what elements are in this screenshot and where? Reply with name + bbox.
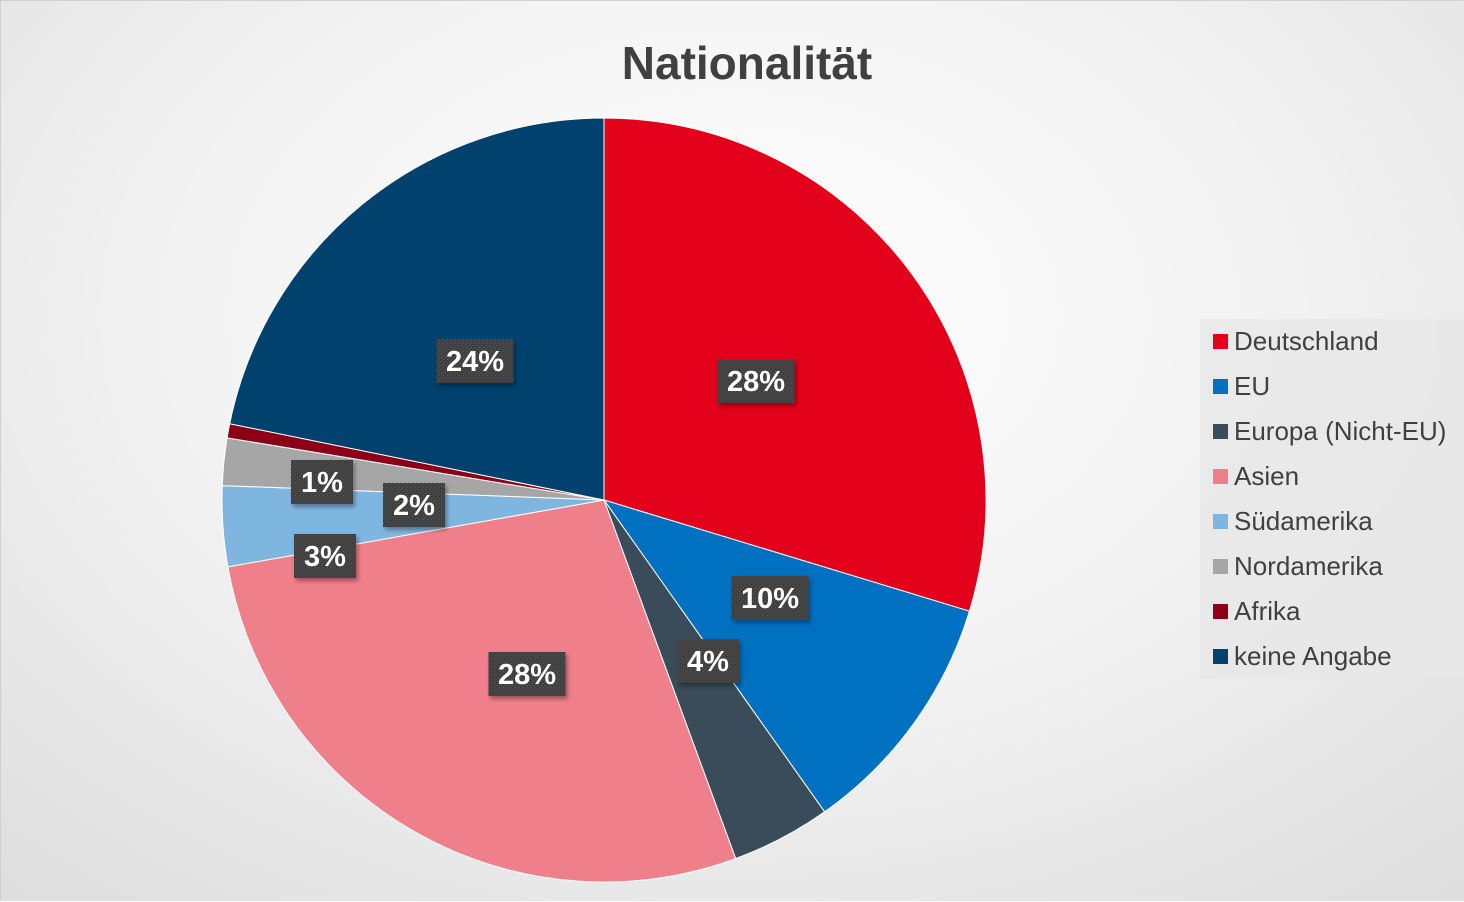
data-label-afrika: 1% xyxy=(291,460,353,504)
data-label-deutschland: 28% xyxy=(717,359,795,403)
legend-swatch xyxy=(1213,469,1228,484)
legend-swatch xyxy=(1213,559,1228,574)
data-label-keine-angabe: 24% xyxy=(436,339,514,383)
legend-label: Europa (Nicht-EU) xyxy=(1234,416,1446,446)
chart-title: Nationalität xyxy=(622,37,872,89)
data-label-asien: 28% xyxy=(488,652,566,696)
legend-item-eu: EU xyxy=(1213,371,1270,401)
data-label-text: 24% xyxy=(446,346,504,378)
data-label-box xyxy=(294,534,356,578)
legend-swatch xyxy=(1213,379,1228,394)
legend-item-europa-nicht-eu: Europa (Nicht-EU) xyxy=(1213,416,1446,446)
data-label-box xyxy=(291,460,353,504)
legend-label: Nordamerika xyxy=(1234,551,1383,581)
legend-item-nordamerika: Nordamerika xyxy=(1213,551,1383,581)
data-label-text: 3% xyxy=(304,541,346,573)
legend-label: EU xyxy=(1234,371,1270,401)
legend-swatch xyxy=(1213,514,1228,529)
pie-data-labels: 28% 10% 4% 28% 3% 2% 1% 24% xyxy=(291,339,809,696)
pie-slice-asien xyxy=(227,499,737,883)
legend-label: keine Angabe xyxy=(1234,641,1392,671)
data-label-südamerika: 3% xyxy=(294,534,356,578)
data-label-europa-nicht-eu: 4% xyxy=(677,639,739,683)
legend-swatch xyxy=(1213,334,1228,349)
legend: Deutschland EU Europa (Nicht-EU) Asien Südam… xyxy=(1200,319,1464,679)
data-label-box xyxy=(383,483,445,527)
legend-item-afrika: Afrika xyxy=(1213,596,1301,626)
data-label-eu: 10% xyxy=(731,576,809,620)
data-label-text: 2% xyxy=(393,490,435,522)
legend-label: Afrika xyxy=(1234,596,1301,626)
data-label-text: 4% xyxy=(687,646,729,678)
legend-label: Südamerika xyxy=(1234,506,1373,536)
legend-swatch xyxy=(1213,604,1228,619)
pie-slice-eu xyxy=(602,499,971,813)
data-label-box xyxy=(731,576,809,620)
data-label-text: 28% xyxy=(498,659,556,691)
legend-item-asien: Asien xyxy=(1213,461,1299,491)
legend-swatch xyxy=(1213,649,1228,664)
legend-item-keine-angabe: keine Angabe xyxy=(1213,641,1392,671)
data-label-text: 28% xyxy=(727,366,785,398)
data-label-box xyxy=(717,359,795,403)
pie-slice-deutschland xyxy=(603,117,987,612)
legend-item-südamerika: Südamerika xyxy=(1213,506,1373,536)
legend-item-deutschland: Deutschland xyxy=(1213,326,1379,356)
legend-swatch xyxy=(1213,424,1228,439)
data-label-text: 10% xyxy=(741,583,799,615)
data-label-box xyxy=(488,652,566,696)
data-label-box xyxy=(436,339,514,383)
data-label-text: 1% xyxy=(301,467,343,499)
legend-label: Deutschland xyxy=(1234,326,1379,356)
data-label-nordamerika: 2% xyxy=(383,483,445,527)
legend-label: Asien xyxy=(1234,461,1299,491)
data-label-box xyxy=(677,639,739,683)
pie-slice-keine-angabe xyxy=(229,117,605,501)
legend-background xyxy=(1200,319,1464,679)
